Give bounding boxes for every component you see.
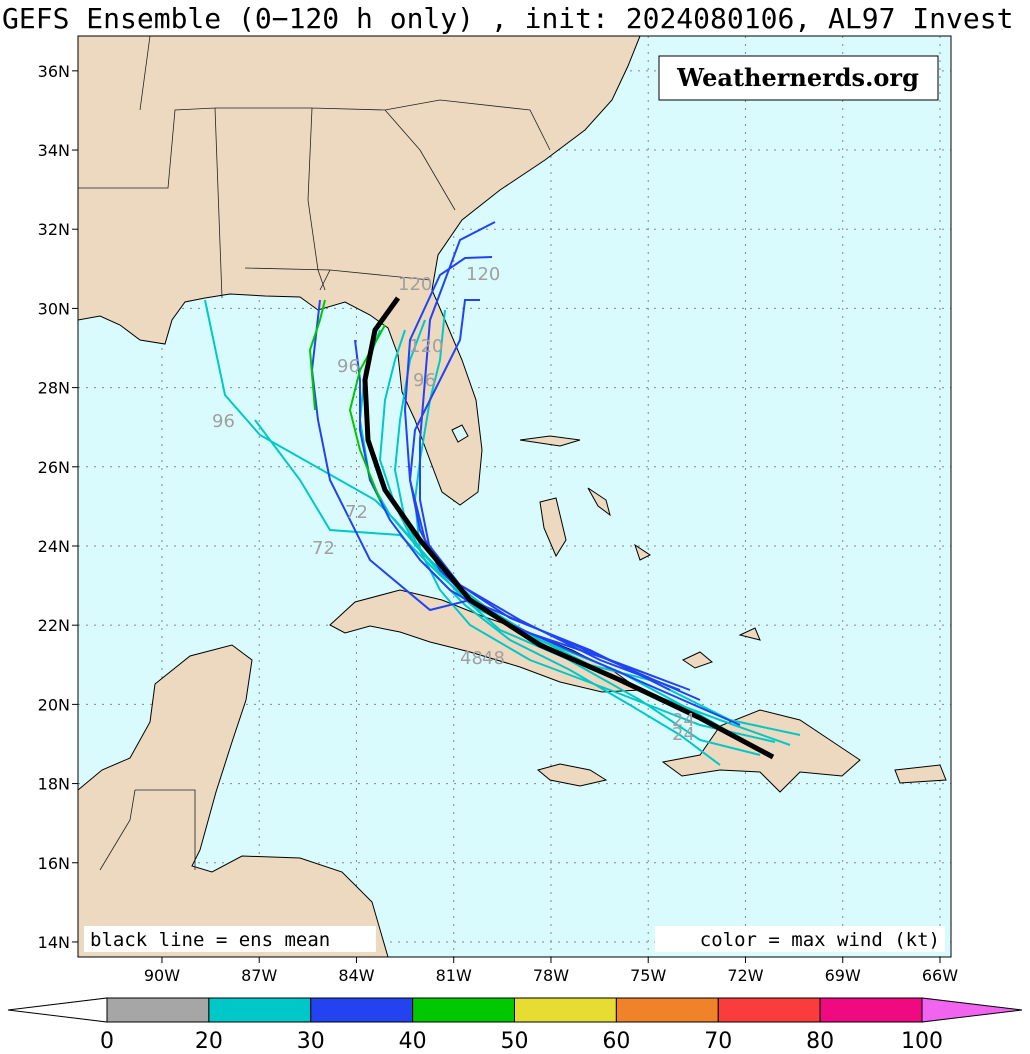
title: GEFS Ensemble (0−120 h only) , init: 202… (2, 2, 1013, 35)
lon-tick-label: 90W (144, 966, 180, 985)
note-box (655, 926, 945, 952)
lat-tick-label: 30N (38, 299, 70, 318)
hour-label: 96 (413, 370, 436, 391)
colorbar-tick-label: 0 (100, 1029, 114, 1054)
lat-tick-label: 28N (38, 379, 70, 398)
colorbar-segment (412, 997, 515, 1023)
note-right: color = max wind (kt) (700, 929, 940, 951)
colorbar-tick-label: 70 (704, 1029, 732, 1054)
lat-tick-label: 22N (38, 616, 70, 635)
colorbar-tick-label: 50 (501, 1029, 529, 1054)
colorbar-tick-label: 80 (806, 1029, 834, 1054)
forecast-hour-labels: 24 24 48 48 72 72 96 96 96 120 120 120 (212, 264, 695, 745)
hour-label: 24 (672, 710, 695, 731)
hour-label: 120 (398, 274, 432, 295)
colorbar-segment (615, 997, 719, 1023)
state-borders (78, 36, 551, 299)
land-puerto-rico (894, 764, 947, 784)
lon-tick-label: 81W (436, 966, 472, 985)
hour-label: 120 (409, 336, 443, 357)
colorbar-tick-label: 60 (602, 1029, 630, 1054)
colorbar-over (921, 997, 1023, 1023)
map-frame (77, 35, 952, 958)
lat-tick-label: 16N (38, 854, 70, 873)
colorbar-segment (310, 997, 414, 1023)
land-us (78, 36, 641, 506)
lat-tick-label: 24N (38, 537, 70, 556)
colorbar-segment (208, 997, 312, 1023)
hour-label: 96 (212, 411, 235, 432)
lat-tick-label: 26N (38, 458, 70, 477)
lon-tick-label: 69W (825, 966, 861, 985)
land-bahamas (519, 435, 761, 669)
land-okeechobee (451, 424, 469, 443)
colorbar-segment (106, 997, 210, 1023)
lon-tick-label: 78W (533, 966, 569, 985)
hour-label: 48 (482, 648, 505, 669)
lon-tick-label: 75W (630, 966, 666, 985)
lon-tick-label: 66W (922, 966, 958, 985)
lat-tick-label: 32N (38, 220, 70, 239)
colorbar-tick-label: 30 (297, 1029, 325, 1054)
colorbar-segment (717, 997, 821, 1023)
ensemble-tracks (204, 221, 801, 766)
hour-label: 72 (345, 502, 368, 523)
lat-tick-label: 20N (38, 695, 70, 714)
colorbar-tick-label: 20 (195, 1029, 223, 1054)
map: 24 24 48 48 72 72 96 96 96 120 120 120 W… (78, 36, 951, 957)
lat-tick-label: 14N (38, 933, 70, 952)
land-jamaica (536, 763, 608, 787)
lat-tick-label: 34N (38, 141, 70, 160)
lon-tick-label: 72W (727, 966, 763, 985)
land-mexico (78, 644, 389, 957)
lon-tick-label: 84W (338, 966, 374, 985)
country-borders (99, 789, 196, 871)
colorbar-tick-label: 100 (901, 1029, 943, 1054)
watermark-box (658, 55, 939, 101)
hour-label: 72 (312, 538, 335, 559)
hour-label: 96 (337, 356, 360, 377)
watermark: Weathernerds.org (676, 63, 919, 92)
colorbar-segment (819, 997, 923, 1023)
hour-label: 48 (460, 648, 483, 669)
colorbar-under (7, 997, 108, 1023)
hour-label: 120 (466, 264, 500, 285)
lon-tick-label: 87W (241, 966, 277, 985)
ensemble-mean-track (362, 296, 775, 760)
note-box (84, 926, 376, 952)
hour-label: 24 (672, 724, 695, 745)
note-left: black line = ens mean (90, 929, 330, 951)
lat-tick-label: 18N (38, 775, 70, 794)
colorbar-tick-label: 40 (399, 1029, 427, 1054)
colorbar: 0 20 30 40 50 60 70 80 100 (7, 997, 1023, 1054)
colorbar-segment (514, 997, 617, 1023)
lat-tick-label: 36N (38, 62, 70, 81)
